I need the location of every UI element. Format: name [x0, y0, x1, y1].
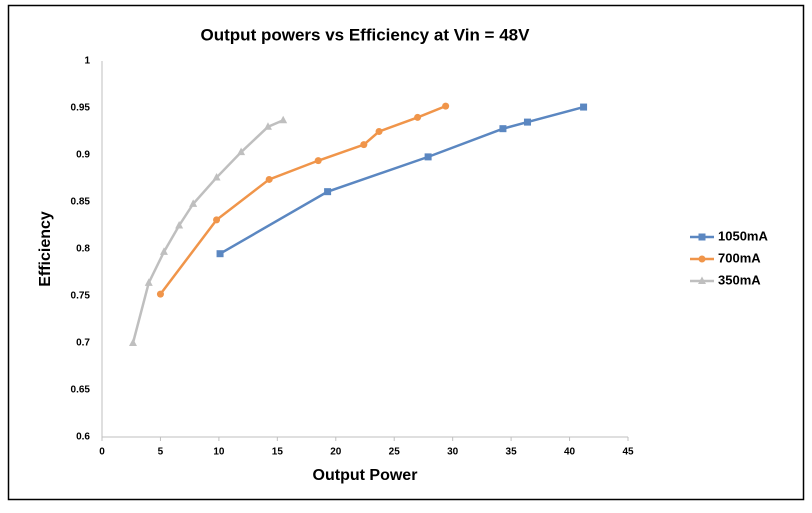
data-point	[580, 103, 588, 111]
chart-title: Output powers vs Efficiency at Vin = 48V	[201, 25, 531, 44]
y-tick-label: 0.95	[71, 103, 91, 114]
x-tick-label: 0	[99, 447, 105, 458]
y-tick-label: 0.75	[71, 291, 91, 302]
data-point	[499, 125, 507, 133]
x-tick-label: 45	[622, 447, 634, 458]
legend-marker	[698, 233, 706, 241]
x-tick-label: 30	[447, 447, 459, 458]
data-point	[144, 278, 153, 286]
legend-label: 350mA	[718, 272, 761, 287]
y-tick-label: 0.65	[71, 385, 91, 396]
y-tick-label: 0.7	[76, 338, 90, 349]
data-point	[314, 157, 322, 165]
x-tick-label: 20	[330, 447, 342, 458]
data-point	[442, 102, 450, 110]
data-point	[212, 173, 221, 181]
data-point	[128, 338, 137, 346]
data-point	[159, 247, 168, 255]
chart-frame	[7, 4, 805, 501]
x-tick-label: 10	[213, 447, 225, 458]
data-point	[523, 118, 531, 126]
x-tick-label: 40	[564, 447, 576, 458]
y-tick-label: 0.8	[76, 244, 90, 255]
x-tick-label: 25	[389, 447, 401, 458]
series-line	[159, 104, 447, 295]
legend-label: 700mA	[718, 250, 761, 265]
y-tick-label: 0.85	[71, 197, 91, 208]
y-tick-label: 1	[84, 56, 90, 67]
x-tick-label: 35	[506, 447, 518, 458]
series-line	[219, 105, 584, 255]
x-axis-label: Output Power	[313, 467, 418, 484]
data-point	[213, 216, 221, 224]
y-tick-label: 0.9	[76, 150, 90, 161]
x-tick-label: 5	[158, 447, 164, 458]
data-point	[324, 188, 332, 196]
y-tick-label: 0.6	[76, 432, 90, 443]
data-point	[216, 250, 224, 258]
data-point	[263, 122, 272, 130]
legend-marker	[698, 276, 706, 284]
data-point	[175, 221, 184, 229]
data-point	[237, 147, 246, 156]
legend-marker	[698, 255, 706, 263]
data-point	[189, 199, 198, 207]
data-point	[279, 115, 288, 124]
x-tick-label: 15	[272, 447, 284, 458]
data-point	[360, 141, 368, 149]
y-axis-label: Efficiency	[37, 211, 54, 287]
data-point	[424, 153, 432, 161]
data-point	[375, 128, 383, 135]
legend-label: 1050mA	[718, 228, 768, 243]
data-point	[265, 175, 273, 183]
data-point	[414, 113, 422, 121]
data-point	[156, 290, 164, 298]
